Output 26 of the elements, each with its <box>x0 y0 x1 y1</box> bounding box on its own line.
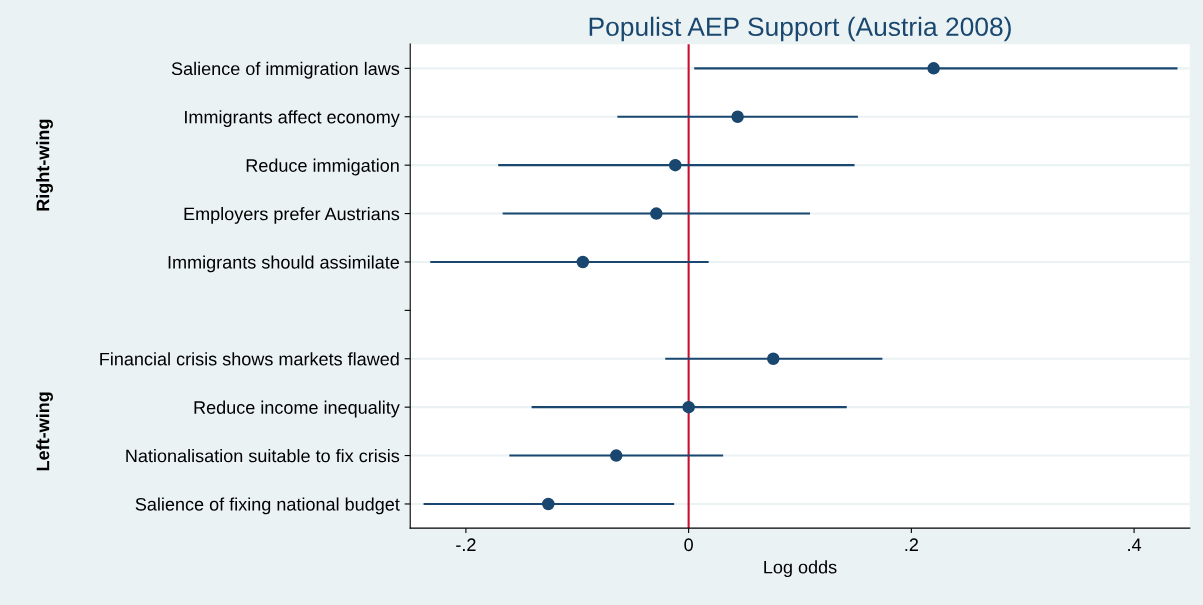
y-tick-label: Immigrants should assimilate <box>168 255 400 273</box>
y-tick-label: Immigrants affect economy <box>185 110 400 128</box>
point <box>650 207 663 220</box>
x-axis-title: Log odds <box>764 560 837 578</box>
y-tick-label: Reduce income inequality <box>194 400 400 418</box>
point <box>927 62 940 75</box>
x-tick-label: .2 <box>905 538 918 551</box>
point <box>576 255 590 269</box>
x-tick-label: .4 <box>1128 538 1142 551</box>
point <box>669 158 682 172</box>
x-tick-label: -.2 <box>456 538 476 551</box>
y-tick-label: Nationalisation suitable to fix crisis <box>126 449 400 463</box>
y-tick-label: Reduce immigation <box>246 158 399 176</box>
text: Right-wing <box>36 119 53 211</box>
text: Left-wing <box>36 392 53 471</box>
point <box>609 449 623 462</box>
chart-title: Populist AEP Support (Austria 2008) <box>589 16 1011 42</box>
point <box>731 110 744 124</box>
y-tick-label: Salience of immigration laws <box>171 61 400 79</box>
point <box>542 497 555 511</box>
y-tick-label: Salience of fixing national budget <box>135 497 400 515</box>
point <box>767 352 780 366</box>
y-tick-label: Employers prefer Austrians <box>184 207 400 224</box>
x-tick-label: 0 <box>684 538 693 552</box>
point <box>682 400 695 414</box>
y-tick-label: Financial crisis shows markets flawed <box>100 352 399 366</box>
